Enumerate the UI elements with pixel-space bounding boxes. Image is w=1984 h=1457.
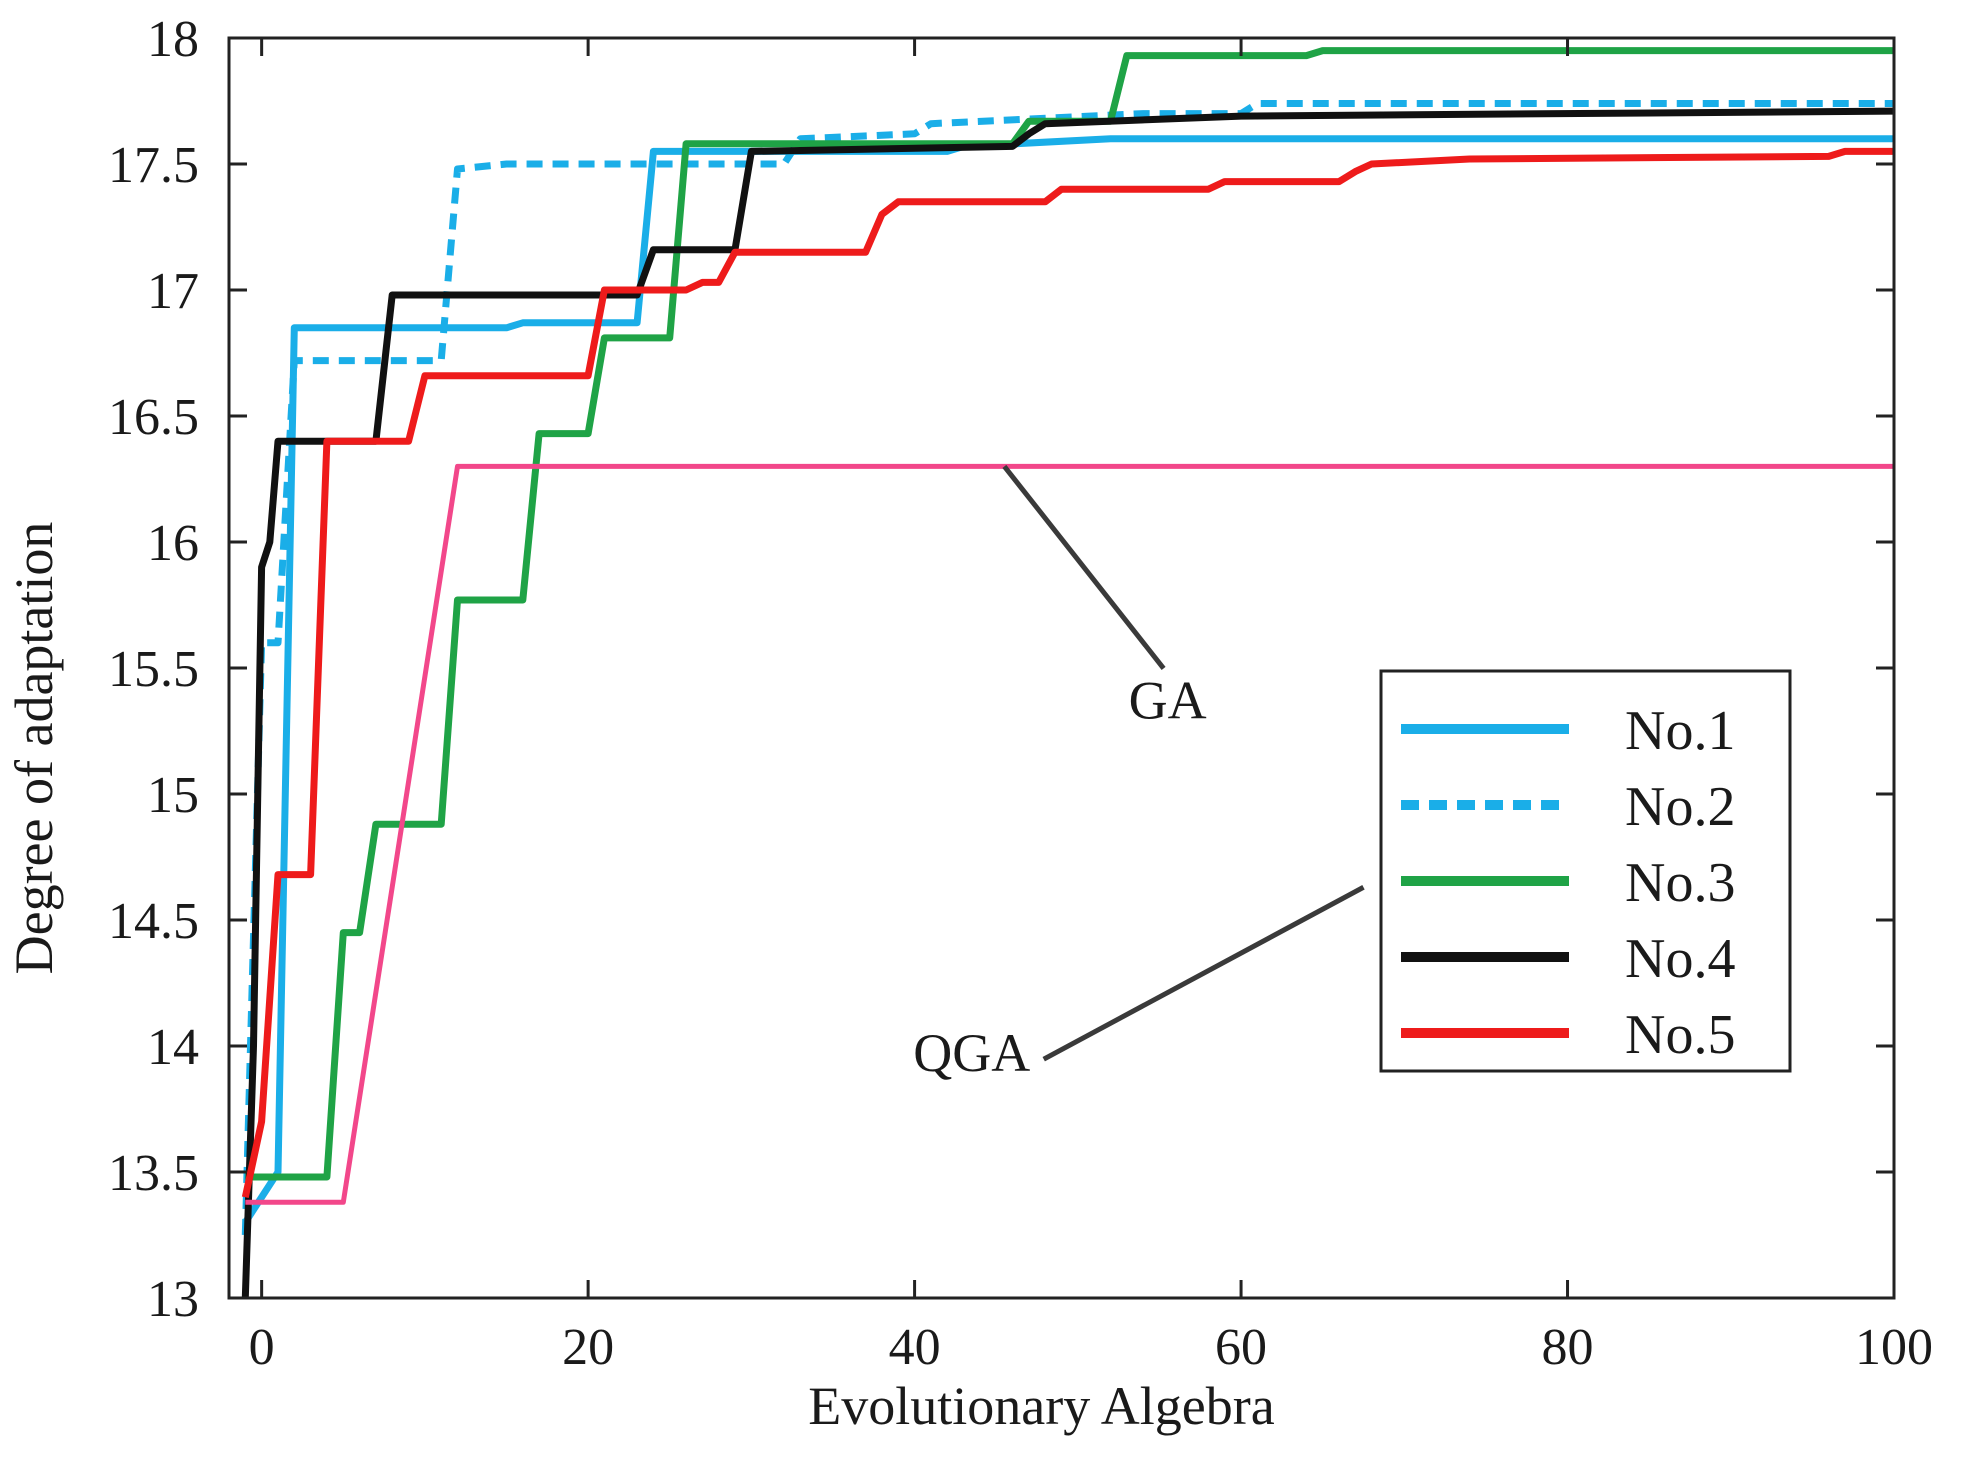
annotation-leader-ga bbox=[1002, 464, 1166, 670]
y-axis-title: Degree of adaptation bbox=[4, 522, 64, 975]
y-tick-label: 16 bbox=[147, 515, 199, 572]
series-line-no-2 bbox=[241, 100, 1894, 1236]
tick-layer bbox=[229, 36, 1896, 1300]
annotation-ga: GA bbox=[1129, 670, 1207, 730]
x-tick-label: 60 bbox=[1215, 1319, 1267, 1376]
legend-label-no-1: No.1 bbox=[1625, 700, 1735, 762]
y-tick-label: 15 bbox=[147, 767, 199, 824]
y-tick-label: 15.5 bbox=[108, 641, 199, 698]
annotation-qga: QGA bbox=[913, 1023, 1030, 1083]
y-tick-label: 13 bbox=[147, 1271, 199, 1328]
x-tick-label: 80 bbox=[1542, 1319, 1594, 1376]
y-tick-label: 17 bbox=[147, 263, 199, 320]
annotation-leader-qga bbox=[1042, 885, 1365, 1062]
y-tick-label: 16.5 bbox=[108, 389, 199, 446]
series-line-no-5 bbox=[241, 147, 1894, 1198]
series-line-no-3 bbox=[245, 47, 1894, 1181]
legend-label-no-5: No.5 bbox=[1625, 1004, 1735, 1066]
y-tick-label: 13.5 bbox=[108, 1145, 199, 1202]
y-tick-label: 18 bbox=[147, 11, 199, 68]
legend-label-no-4: No.4 bbox=[1625, 928, 1735, 990]
legend: No.1 No.2 No.3 No.4 No.5 bbox=[1379, 669, 1792, 1073]
series-layer bbox=[241, 47, 1895, 1299]
series-line-qga bbox=[245, 463, 1894, 1205]
legend-label-no-2: No.2 bbox=[1625, 776, 1735, 838]
y-tick-label: 17.5 bbox=[108, 137, 199, 194]
x-tick-label: 0 bbox=[249, 1319, 275, 1376]
x-tick-label: 100 bbox=[1855, 1319, 1933, 1376]
legend-label-no-3: No.3 bbox=[1625, 852, 1735, 914]
annotation-text-layer: GA QGA bbox=[913, 670, 1206, 1083]
legend-box bbox=[1379, 669, 1792, 1073]
annotation-lines bbox=[1002, 464, 1365, 1062]
x-tick-label: 20 bbox=[562, 1319, 614, 1376]
x-tick-label: 40 bbox=[889, 1319, 941, 1376]
y-tick-label: 14 bbox=[147, 1019, 199, 1076]
tick-label-layer: 0 20 40 60 80 100 13 13.5 14 14.5 15 15.5 16 16.5 17 17… bbox=[108, 11, 1933, 1376]
x-axis-title: Evolutionary Algebra bbox=[808, 1376, 1274, 1436]
series-line-no-4 bbox=[241, 107, 1895, 1299]
y-tick-label: 14.5 bbox=[108, 893, 199, 950]
